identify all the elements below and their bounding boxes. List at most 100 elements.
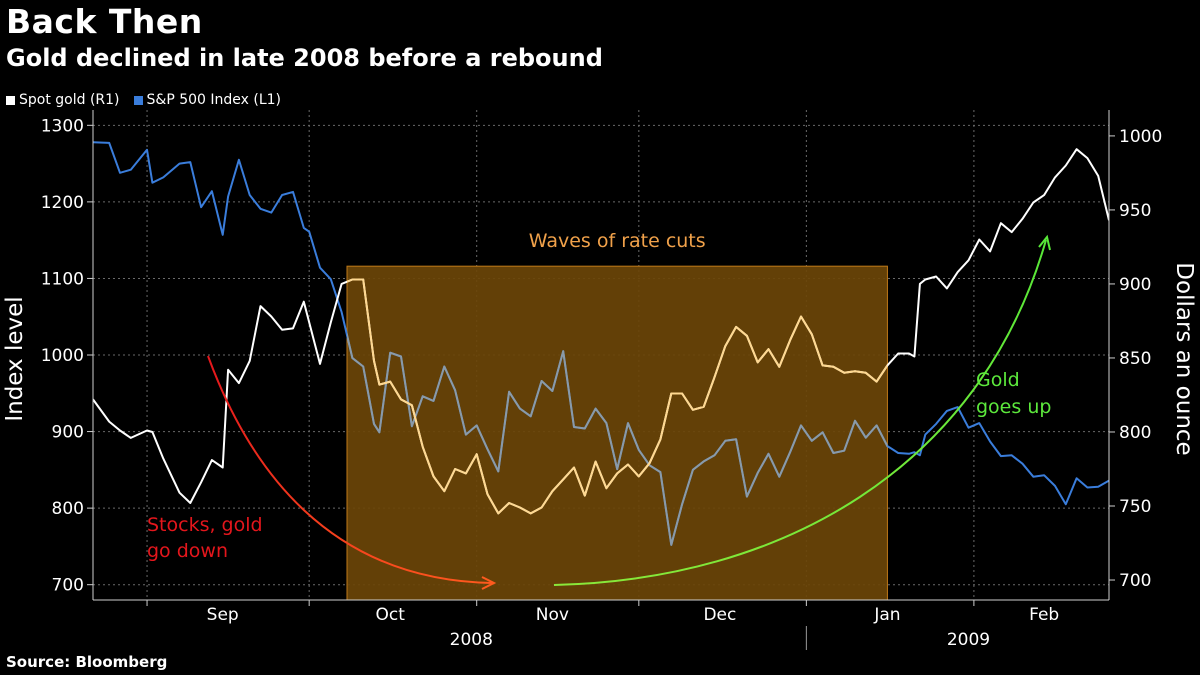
- gold-label-line1: Gold: [976, 369, 1020, 391]
- data-point-sp500: [109, 142, 110, 143]
- data-point-sp500: [146, 149, 147, 150]
- x-month-label: Sep: [207, 605, 239, 625]
- legend-item-sp500: S&P 500 Index (L1): [133, 92, 281, 108]
- data-point-gold: [822, 365, 823, 366]
- data-point-gold: [271, 316, 272, 317]
- data-point-sp500: [1054, 485, 1055, 486]
- data-point-sp500: [1044, 475, 1045, 476]
- data-point-sp500: [595, 408, 596, 409]
- data-point-sp500: [530, 416, 531, 417]
- data-point-gold: [1054, 177, 1055, 178]
- axes: 700 800 900 1000 1100 1200 1300 700 750 800 850 900…: [2, 110, 1197, 650]
- data-point-sp500: [714, 455, 715, 456]
- gold-label-line2: goes up: [976, 396, 1051, 418]
- data-point-gold: [908, 353, 909, 354]
- data-point-sp500: [476, 425, 477, 426]
- data-point-sp500: [876, 425, 877, 426]
- data-point-sp500: [660, 472, 661, 473]
- x-month-label: Jan: [873, 605, 900, 625]
- chart-subtitle: Gold declined in late 2008 before a rebo…: [6, 44, 603, 72]
- source-note: Source: Bloomberg: [6, 653, 168, 671]
- data-point-gold: [363, 279, 364, 280]
- data-point-sp500: [682, 504, 683, 505]
- data-point-gold: [1022, 218, 1023, 219]
- data-point-gold: [1033, 202, 1034, 203]
- data-point-gold: [865, 372, 866, 373]
- data-point-gold: [811, 334, 812, 335]
- data-point-gold: [400, 399, 401, 400]
- data-point-gold: [854, 371, 855, 372]
- data-point-gold: [876, 381, 877, 382]
- data-point-sp500: [908, 453, 909, 454]
- data-point-gold: [800, 316, 801, 317]
- data-point-gold: [736, 326, 737, 327]
- y-right-tick-label: 950: [1119, 201, 1151, 221]
- data-point-sp500: [211, 191, 212, 192]
- data-point-sp500: [260, 208, 261, 209]
- data-point-gold: [649, 463, 650, 464]
- data-point-sp500: [238, 159, 239, 160]
- data-point-gold: [455, 468, 456, 469]
- data-point-sp500: [833, 452, 834, 453]
- data-point-gold: [692, 409, 693, 410]
- data-point-sp500: [914, 452, 915, 453]
- data-point-gold: [779, 366, 780, 367]
- y-right-tick-label: 850: [1119, 349, 1151, 369]
- x-year-label: 2008: [450, 630, 493, 650]
- data-point-sp500: [179, 163, 180, 164]
- data-point-sp500: [222, 234, 223, 235]
- data-point-gold: [957, 272, 958, 273]
- data-point-gold: [541, 507, 542, 508]
- data-point-sp500: [736, 439, 737, 440]
- data-point-sp500: [746, 496, 747, 497]
- data-point-gold: [476, 454, 477, 455]
- data-point-sp500: [1000, 456, 1001, 457]
- data-point-sp500: [638, 449, 639, 450]
- data-point-gold: [282, 329, 283, 330]
- data-point-gold: [627, 464, 628, 465]
- data-point-gold: [530, 513, 531, 514]
- data-point-gold: [725, 346, 726, 347]
- data-point-sp500: [800, 425, 801, 426]
- data-point-sp500: [617, 469, 618, 470]
- legend-item-gold: Spot gold (R1): [6, 92, 120, 108]
- data-point-sp500: [379, 432, 380, 433]
- y-right-tick-label: 700: [1119, 571, 1151, 591]
- data-point-gold: [925, 279, 926, 280]
- stocks-label-line2: go down: [147, 540, 228, 562]
- data-point-sp500: [957, 407, 958, 408]
- data-point-sp500: [228, 196, 229, 197]
- data-point-sp500: [341, 312, 342, 313]
- data-point-sp500: [854, 420, 855, 421]
- y-left-tick-label: 700: [52, 576, 84, 596]
- data-point-sp500: [465, 434, 466, 435]
- up-arrow-head: [1038, 234, 1051, 251]
- data-point-sp500: [887, 446, 888, 447]
- data-point-sp500: [844, 450, 845, 451]
- data-point-gold: [211, 460, 212, 461]
- data-point-gold: [617, 473, 618, 474]
- data-point-sp500: [487, 449, 488, 450]
- data-point-gold: [703, 406, 704, 407]
- legend-swatch-gold: [6, 95, 15, 105]
- data-point-gold: [638, 476, 639, 477]
- y-left-tick-label: 800: [52, 499, 84, 519]
- data-point-gold: [330, 322, 331, 323]
- y-right-tick-label: 750: [1119, 497, 1151, 517]
- data-point-sp500: [363, 366, 364, 367]
- series: [93, 141, 1109, 546]
- down-arrow: [207, 355, 493, 584]
- y-left-tick-label: 1200: [41, 193, 84, 213]
- data-point-sp500: [309, 231, 310, 232]
- x-month-label: Dec: [703, 605, 736, 625]
- data-point-gold: [163, 458, 164, 459]
- data-point-sp500: [822, 432, 823, 433]
- data-point-sp500: [990, 441, 991, 442]
- data-point-sp500: [152, 182, 153, 183]
- data-point-gold: [422, 446, 423, 447]
- series-line-gold-in-band: [347, 278, 888, 515]
- data-point-gold: [292, 328, 293, 329]
- y-left-tick-label: 1100: [41, 269, 84, 289]
- x-month-label: Oct: [376, 605, 406, 625]
